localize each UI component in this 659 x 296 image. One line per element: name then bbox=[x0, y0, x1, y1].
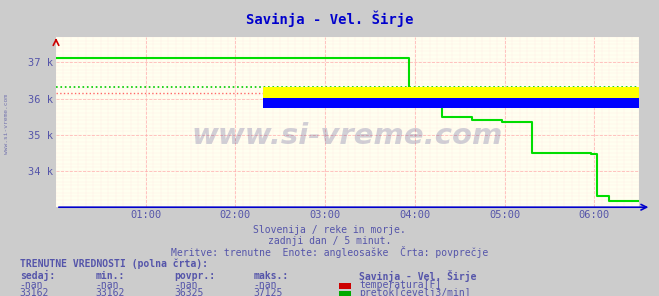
Text: povpr.:: povpr.: bbox=[175, 271, 215, 281]
Text: www.si-vreme.com: www.si-vreme.com bbox=[4, 94, 9, 154]
Text: 37125: 37125 bbox=[254, 288, 283, 296]
Text: min.:: min.: bbox=[96, 271, 125, 281]
Text: Meritve: trenutne  Enote: angleosaške  Črta: povprečje: Meritve: trenutne Enote: angleosaške Črt… bbox=[171, 246, 488, 258]
Text: 33162: 33162 bbox=[20, 288, 49, 296]
Bar bbox=[263, 87, 659, 98]
Text: TRENUTNE VREDNOSTI (polna črta):: TRENUTNE VREDNOSTI (polna črta): bbox=[20, 259, 208, 269]
Text: 36325: 36325 bbox=[175, 288, 204, 296]
Bar bbox=[263, 98, 659, 108]
Text: Savinja - Vel. Širje: Savinja - Vel. Širje bbox=[246, 11, 413, 28]
Text: Savinja - Vel. Širje: Savinja - Vel. Širje bbox=[359, 270, 476, 282]
Text: -nan: -nan bbox=[254, 280, 277, 290]
Text: Slovenija / reke in morje.: Slovenija / reke in morje. bbox=[253, 225, 406, 235]
Text: sedaj:: sedaj: bbox=[20, 270, 55, 281]
Text: -nan: -nan bbox=[96, 280, 119, 290]
Text: maks.:: maks.: bbox=[254, 271, 289, 281]
Text: 33162: 33162 bbox=[96, 288, 125, 296]
Text: pretok[čevelj3/min]: pretok[čevelj3/min] bbox=[359, 288, 471, 296]
Text: temperatura[F]: temperatura[F] bbox=[359, 280, 442, 290]
Text: -nan: -nan bbox=[20, 280, 43, 290]
Text: -nan: -nan bbox=[175, 280, 198, 290]
Text: www.si-vreme.com: www.si-vreme.com bbox=[192, 122, 503, 150]
Text: zadnji dan / 5 minut.: zadnji dan / 5 minut. bbox=[268, 236, 391, 246]
